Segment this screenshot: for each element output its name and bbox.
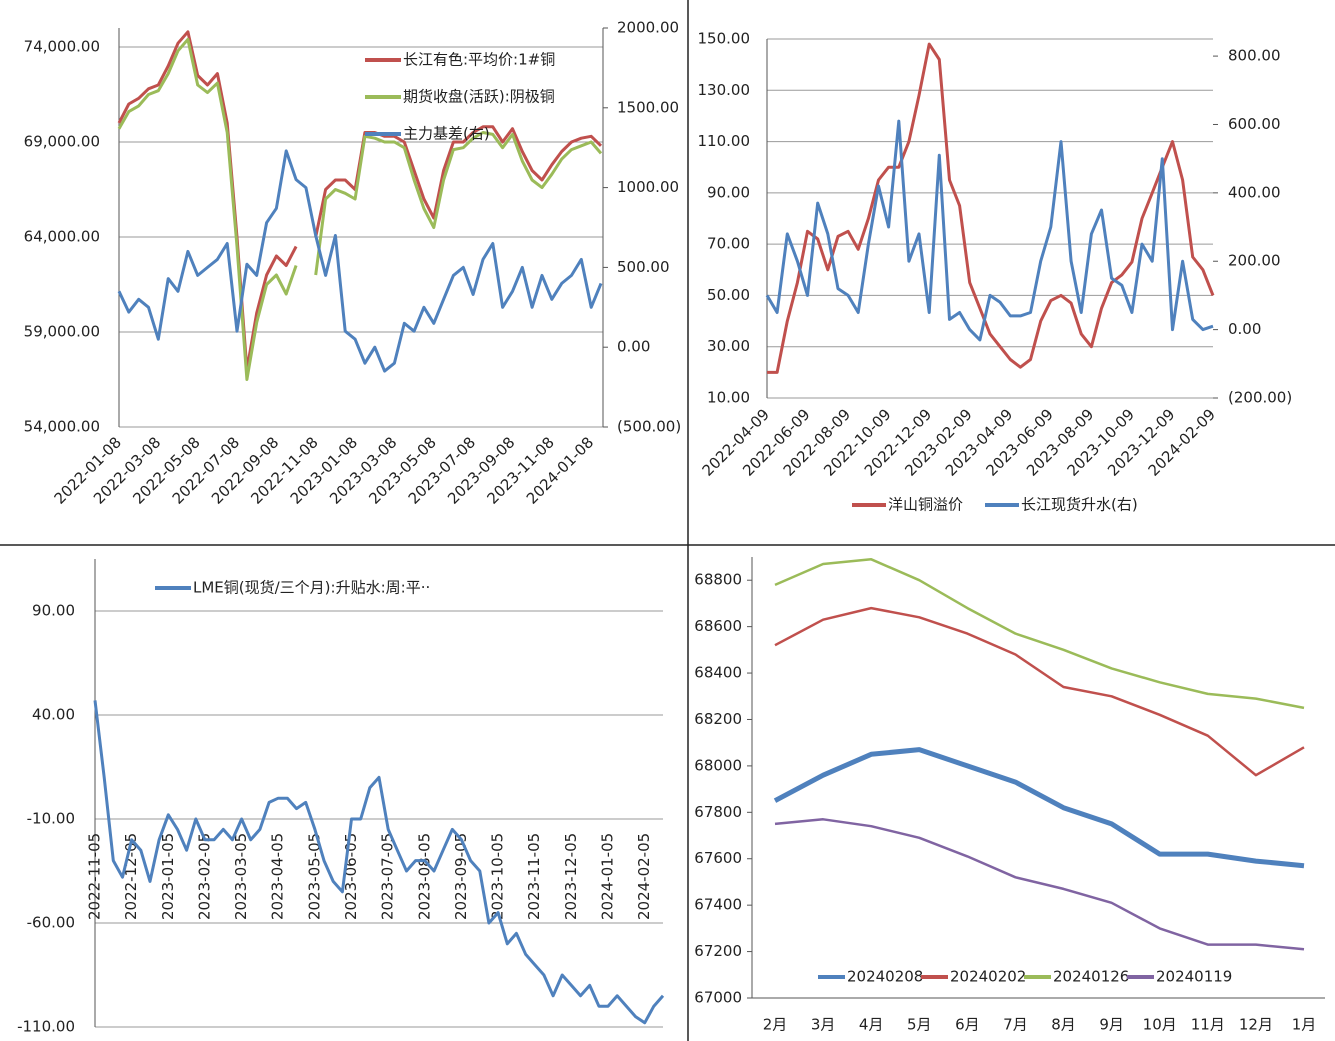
y-tick-label: 68400 [694,664,742,682]
series-line [117,30,603,372]
y-tick-label: 67600 [694,849,742,867]
x-tick-label: 2024-02-05 [635,833,653,920]
y2-tick-label: 200.00 [1228,252,1281,270]
y-tick-label: 30.00 [707,337,750,355]
x-tick-label: 4月 [859,1016,884,1034]
y-tick-label: 70.00 [707,235,750,253]
y-tick-label: 74,000.00 [24,38,100,56]
y-tick-label: 69,000.00 [24,133,100,151]
x-tick-label: 2023-09-05 [452,833,470,920]
legend-label: 20240126 [1053,968,1129,986]
y-tick-label: -110.00 [17,1018,75,1036]
x-tick-label: 5月 [907,1016,932,1034]
x-tick-label: 2023-11-05 [525,833,543,920]
x-tick-label: 2022-11-05 [86,833,104,920]
y-tick-label: 67400 [694,896,742,914]
y2-tick-label: (200.00) [1228,389,1292,407]
legend-label: 洋山铜溢价 [888,496,963,514]
x-tick-label: 8月 [1051,1016,1076,1034]
x-tick-label: 2月 [763,1016,788,1034]
x-tick-label: 1月 [1292,1016,1317,1034]
y-tick-label: -60.00 [27,914,75,932]
x-tick-label: 2023-04-05 [269,833,287,920]
series-line [117,37,603,381]
series-line [93,700,665,1025]
y2-tick-label: 1500.00 [617,98,679,116]
y-tick-label: 68800 [694,571,742,589]
legend-label: 长江有色:平均价:1#铜 [403,51,555,69]
x-tick-label: 2023-07-05 [379,833,397,920]
y2-tick-label: 0.00 [617,338,650,356]
y-tick-label: 54,000.00 [24,418,100,436]
x-tick-label: 3月 [811,1016,836,1034]
legend-label: 20240119 [1156,968,1232,986]
y-tick-label: 90.00 [32,602,75,620]
x-tick-label: 2023-12-05 [562,833,580,920]
x-tick-label: 10月 [1143,1016,1177,1034]
series-line [774,606,1305,777]
x-tick-label: 2023-02-05 [195,833,213,920]
x-tick-label: 6月 [955,1016,980,1034]
y-tick-label: 110.00 [698,132,751,150]
legend-label: 长江现货升水(右) [1021,496,1138,514]
y2-tick-label: 400.00 [1228,183,1281,201]
x-tick-label: 2023-03-05 [232,833,250,920]
y2-tick-label: 500.00 [617,258,670,276]
x-tick-label: 2024-01-05 [599,833,617,920]
x-tick-label: 7月 [1003,1016,1028,1034]
x-tick-label: 9月 [1099,1016,1124,1034]
y-tick-label: 64,000.00 [24,228,100,246]
series-line [767,42,1215,374]
y2-tick-label: 0.00 [1228,320,1261,338]
x-tick-label: 2023-08-05 [415,833,433,920]
x-tick-label: 2023-05-05 [305,833,323,920]
y2-tick-label: 1000.00 [617,178,679,196]
y-tick-label: 150.00 [698,30,751,48]
legend-label: 20240202 [950,968,1026,986]
legend-label: 主力基差(右) [403,125,490,143]
series-line [774,818,1305,951]
y-tick-label: 50.00 [707,286,750,304]
y-tick-label: 68200 [694,710,742,728]
y-tick-label: 68600 [694,617,742,635]
y-tick-label: 59,000.00 [24,323,100,341]
y2-tick-label: (500.00) [617,418,681,436]
y-tick-label: 10.00 [707,389,750,407]
legend-label: 期货收盘(活跃):阴极铜 [403,88,555,106]
y-tick-label: 67000 [694,989,742,1007]
x-tick-label: 11月 [1191,1016,1225,1034]
series-line [773,747,1305,869]
y-tick-label: 40.00 [32,706,75,724]
series-line [117,149,603,373]
y-tick-label: 67800 [694,803,742,821]
legend-label: 20240208 [847,968,923,986]
x-tick-label: 2023-10-05 [489,833,507,920]
y-tick-label: 90.00 [707,183,750,201]
y2-tick-label: 2000.00 [617,19,679,37]
legend-label: LME铜(现货/三个月):升贴水:周:平·· [193,579,430,597]
series-line [765,119,1214,342]
x-tick-label: 12月 [1239,1016,1273,1034]
series-line [774,558,1305,710]
y-tick-label: 68000 [694,756,742,774]
y2-tick-label: 800.00 [1228,47,1281,65]
y-tick-label: -10.00 [27,810,75,828]
y2-tick-label: 600.00 [1228,115,1281,133]
y-tick-label: 67200 [694,942,742,960]
y-tick-label: 130.00 [698,81,751,99]
x-tick-label: 2023-01-05 [159,833,177,920]
